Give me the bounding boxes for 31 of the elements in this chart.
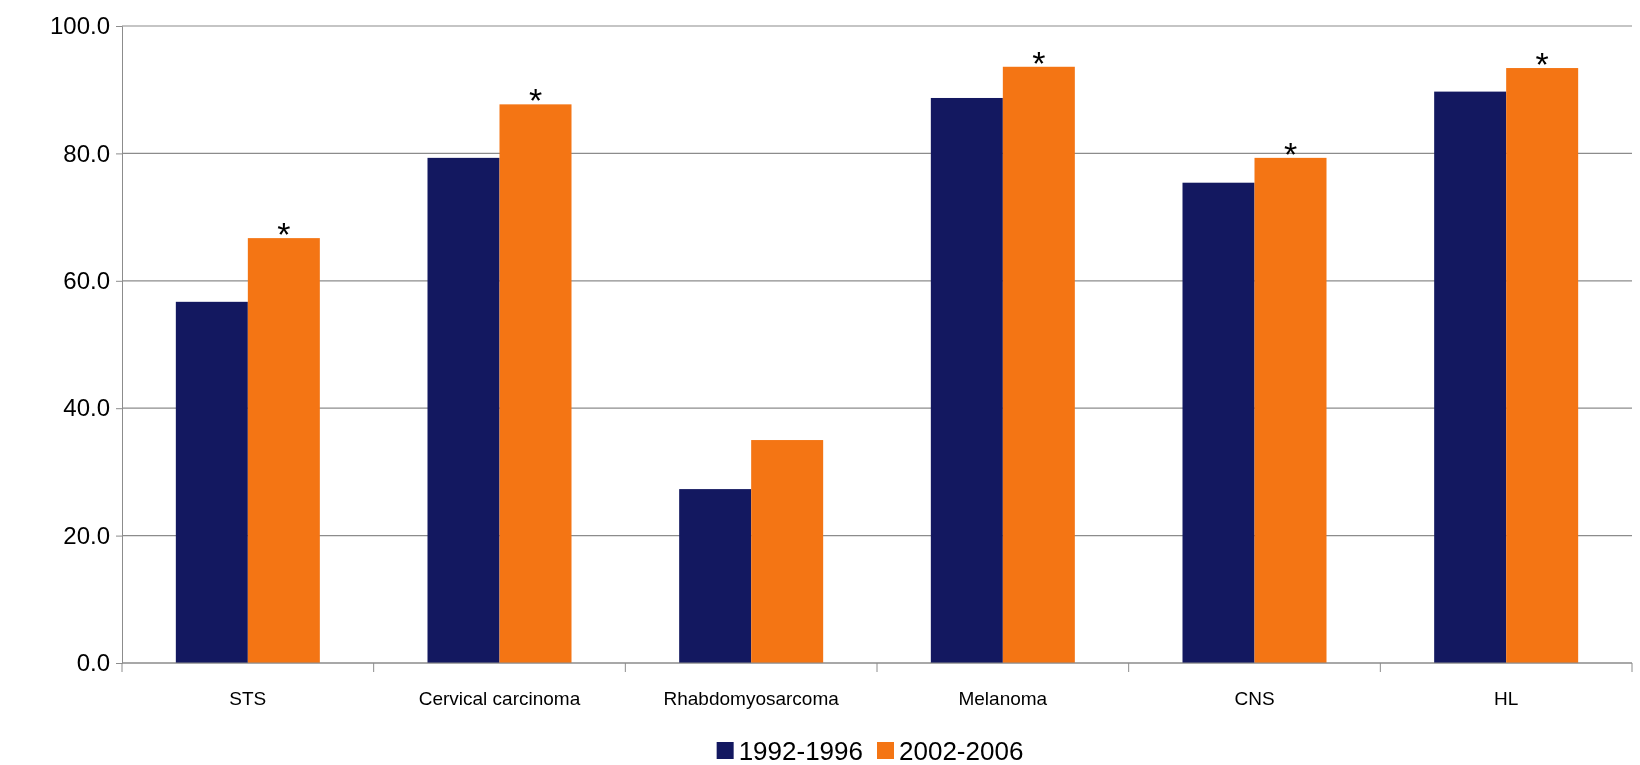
- bar: [679, 489, 752, 663]
- bar: [1506, 68, 1579, 663]
- y-tick-label: 60.0: [63, 266, 110, 294]
- bar: [1254, 157, 1327, 663]
- bar: [1434, 91, 1507, 663]
- bar: [751, 440, 824, 663]
- x-tick-label: STS: [229, 688, 267, 709]
- bar: [930, 97, 1003, 663]
- legend-label: 2002-2006: [899, 736, 1024, 765]
- x-tick-label: Rhabdomyosarcoma: [663, 688, 840, 709]
- bar: [247, 238, 320, 663]
- y-tick-label: 80.0: [63, 139, 110, 167]
- x-tick-label: Cervical carcinoma: [418, 688, 581, 709]
- bar: [1002, 66, 1075, 663]
- bar: [1182, 182, 1255, 663]
- y-tick-label: 0.0: [76, 649, 110, 677]
- bar: [175, 301, 248, 663]
- legend-label: 1992-1996: [738, 736, 863, 765]
- x-tick-label: CNS: [1234, 688, 1275, 709]
- y-tick-label: 20.0: [63, 521, 110, 549]
- bar: [499, 104, 572, 663]
- annotation: *: [528, 81, 543, 120]
- y-tick-label: 40.0: [63, 394, 110, 422]
- annotation: *: [1283, 134, 1298, 173]
- x-tick-label: HL: [1494, 688, 1519, 709]
- annotation: *: [277, 215, 291, 254]
- annotation: *: [1535, 45, 1549, 84]
- x-tick-label: Melanoma: [958, 688, 1048, 709]
- y-tick-label: 100.0: [49, 12, 110, 40]
- bar: [427, 157, 500, 663]
- annotation: *: [1032, 43, 1046, 82]
